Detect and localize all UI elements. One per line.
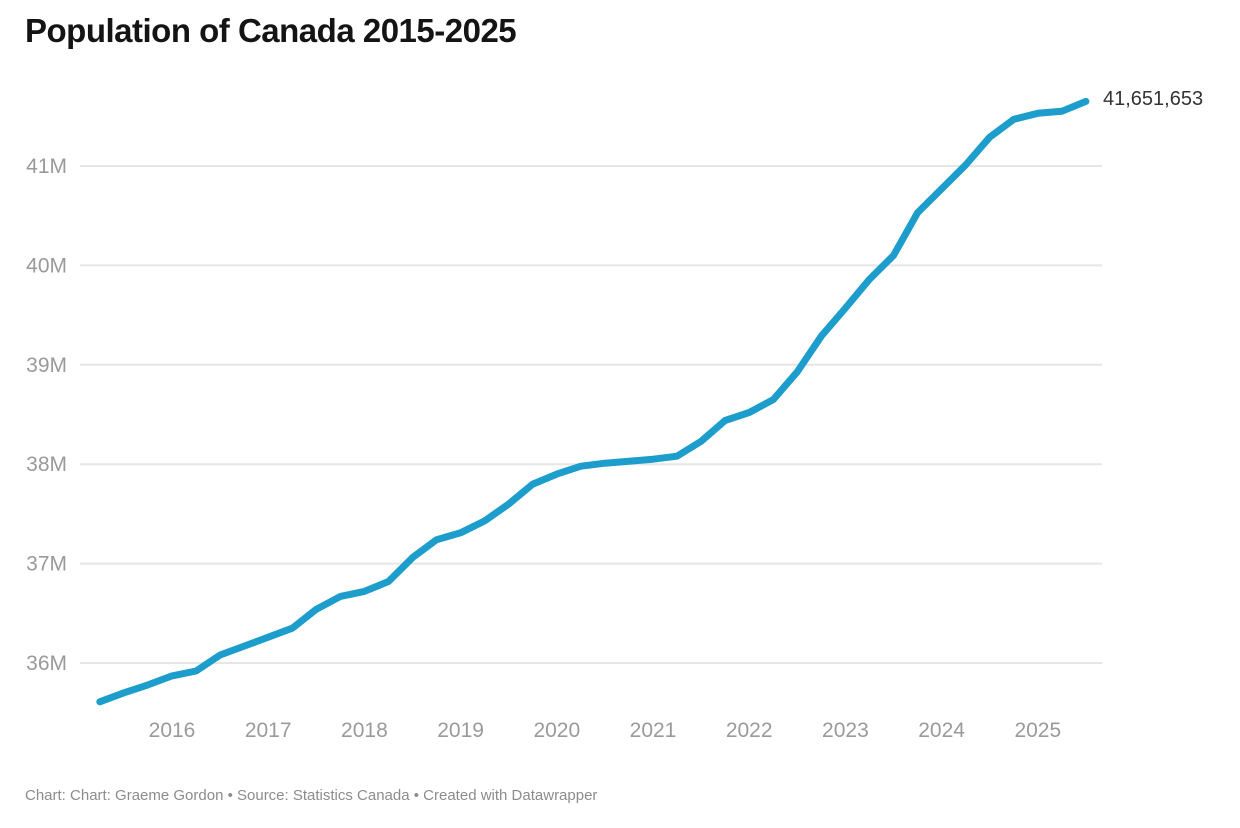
x-tick-label-2018: 2018 <box>341 719 388 742</box>
x-tick-label-2017: 2017 <box>245 719 292 742</box>
x-tick-label-2016: 2016 <box>149 719 196 742</box>
x-tick-label-2019: 2019 <box>437 719 484 742</box>
x-tick-label-2023: 2023 <box>822 719 869 742</box>
population-line <box>96 97 1090 706</box>
x-tick-label-2020: 2020 <box>533 719 580 742</box>
chart-footer-byline: Chart: Chart: Graeme Gordon • Source: St… <box>25 787 598 804</box>
x-tick-label-2025: 2025 <box>1014 719 1061 742</box>
y-tick-label-41M: 41M <box>26 155 67 178</box>
line-end-value-label: 41,651,653 <box>1103 88 1204 110</box>
x-tick-label-2022: 2022 <box>726 719 773 742</box>
x-tick-label-2021: 2021 <box>630 719 677 742</box>
y-tick-label-37M: 37M <box>26 553 67 576</box>
y-tick-label-38M: 38M <box>26 453 67 476</box>
x-tick-label-2024: 2024 <box>918 719 965 742</box>
y-tick-label-36M: 36M <box>26 652 67 675</box>
chart-title: Population of Canada 2015-2025 <box>25 12 517 49</box>
y-tick-label-39M: 39M <box>26 354 67 377</box>
y-tick-label-40M: 40M <box>26 254 67 277</box>
